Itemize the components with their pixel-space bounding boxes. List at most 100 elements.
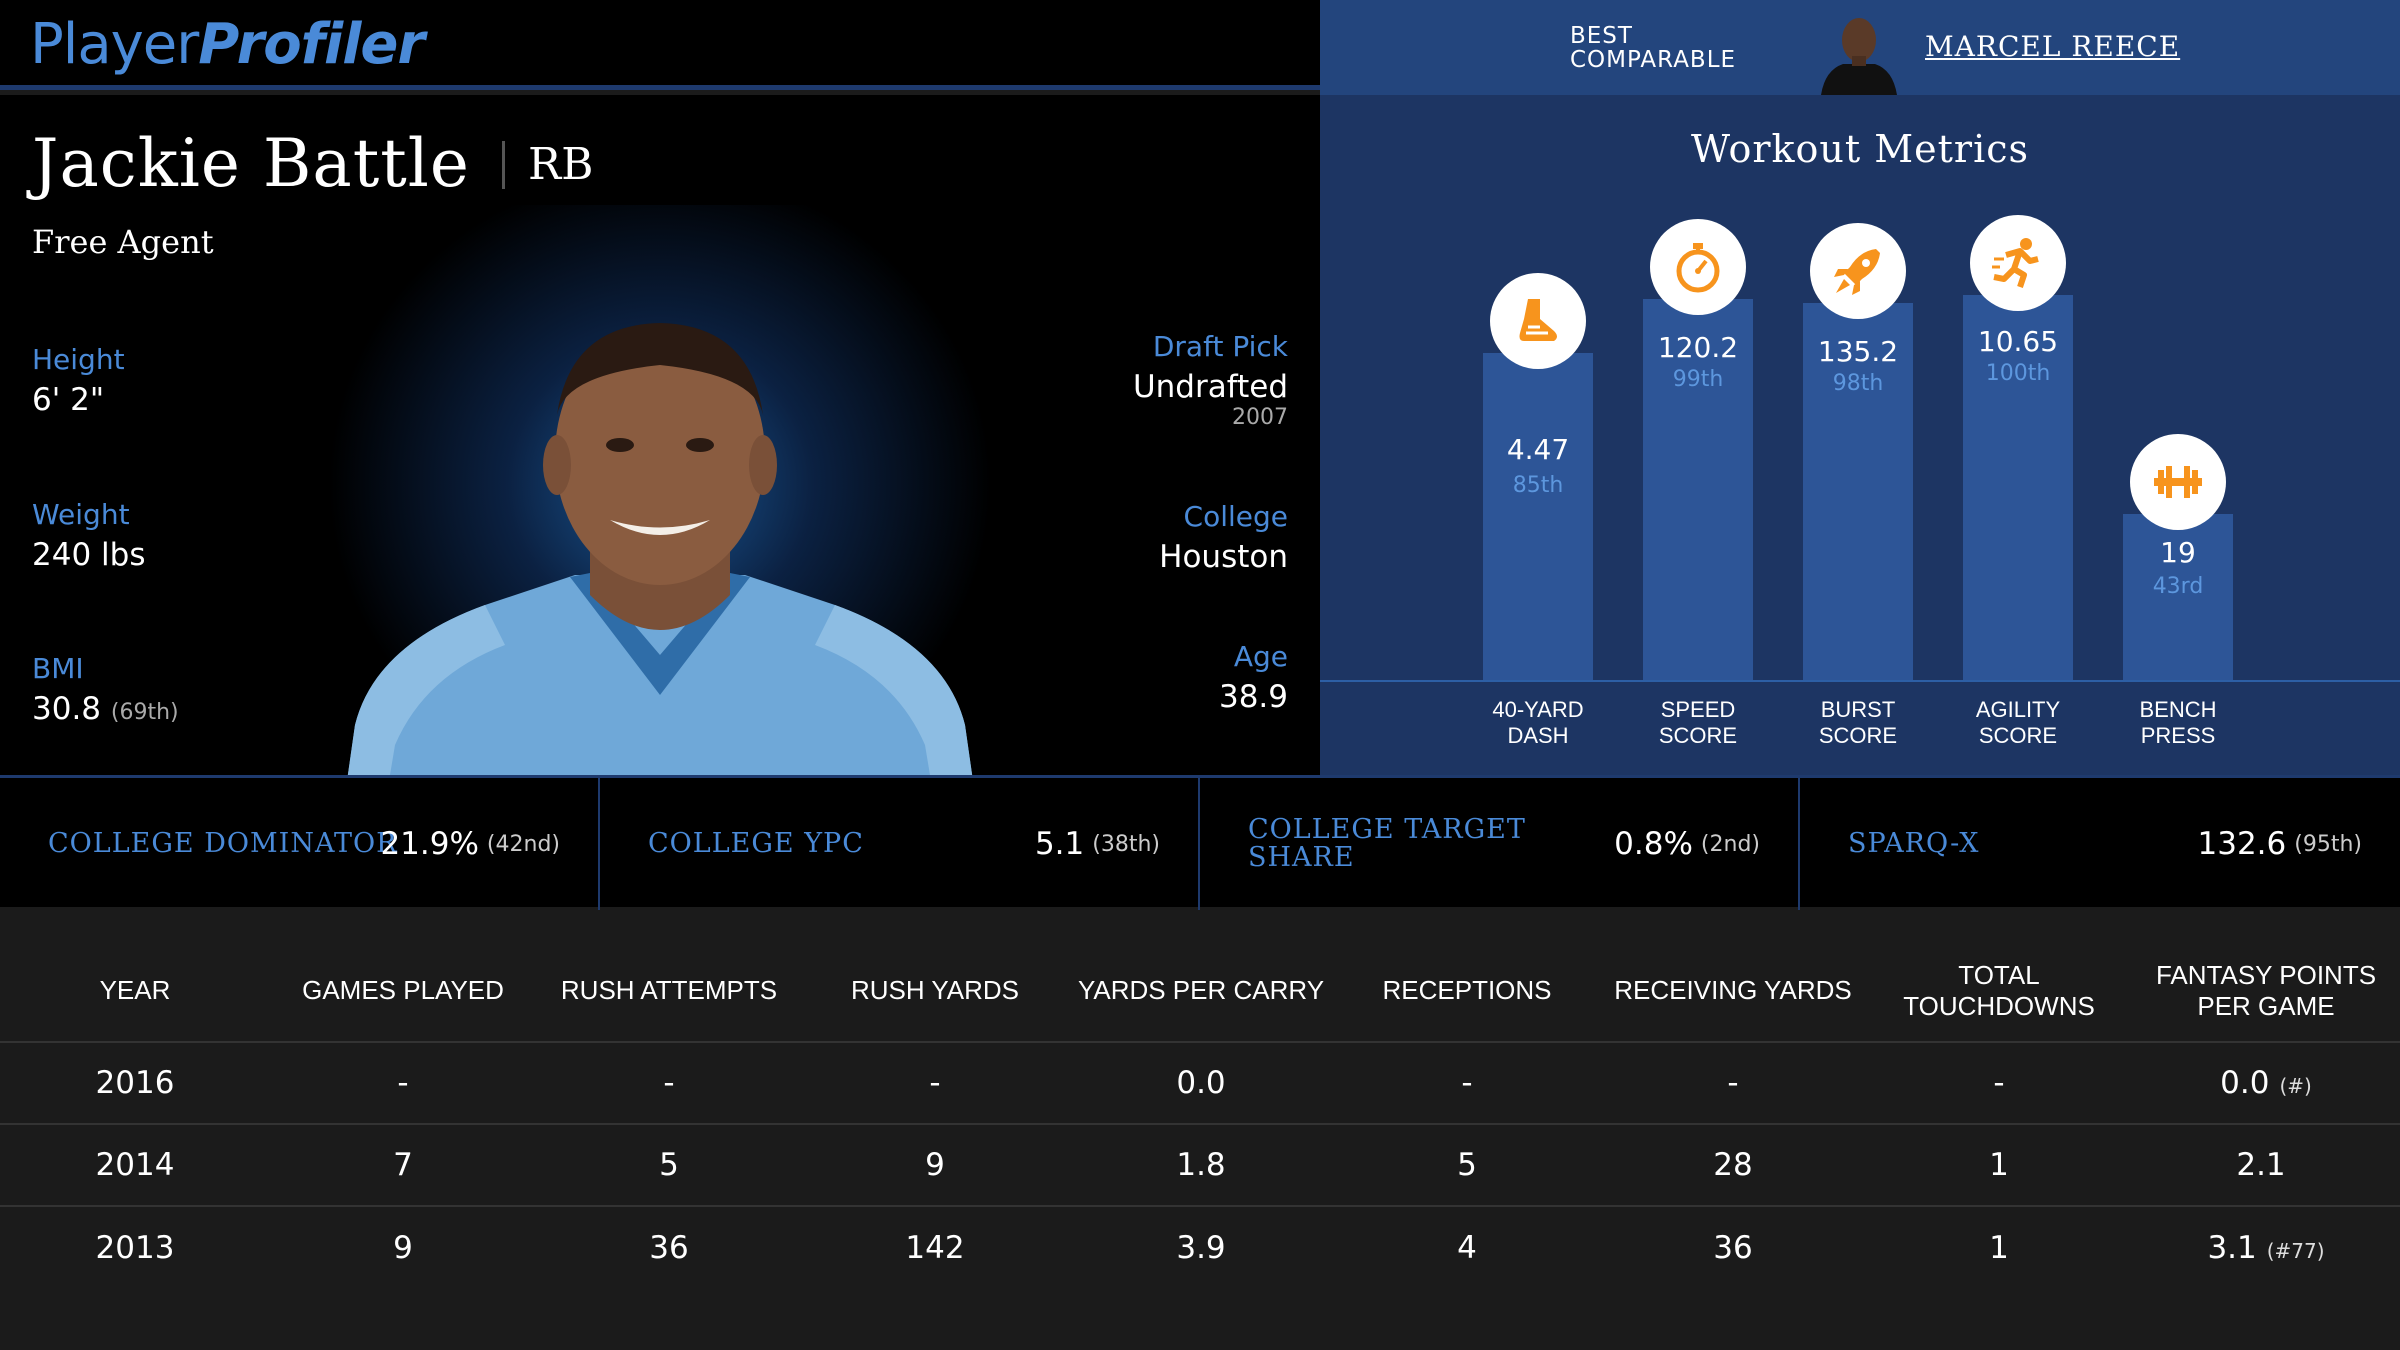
player-panel: Jackie Battle RB Free Agent Height 6' 2"… xyxy=(0,95,1320,775)
metric-percentile: 99th xyxy=(1672,367,1724,392)
column-header-games-played[interactable]: GAMES PLAYED xyxy=(270,940,536,1043)
metric-value: 135.2 xyxy=(1817,335,1899,368)
workout-metrics-panel: Workout Metrics 4.47 85th 40-YARD DASH 1… xyxy=(1320,95,2400,775)
metric-bar-burst-score[interactable]: 135.2 98th xyxy=(1803,303,1913,680)
metric-percentile: 43rd xyxy=(2152,574,2204,599)
card-rank: (95th) xyxy=(2294,831,2362,857)
metric-bar-bench-press[interactable]: 19 43rd xyxy=(2123,514,2233,680)
column-header-year[interactable]: YEAR xyxy=(0,940,270,1043)
table-cell: - xyxy=(1600,1042,1866,1125)
card-value: 0.8% xyxy=(1614,826,1693,862)
metric-label-40-yard-dash: 40-YARD DASH xyxy=(1492,697,1584,748)
column-header-rush-yards[interactable]: RUSH YARDS xyxy=(802,940,1068,1043)
table-cell: 3.9 xyxy=(1176,1229,1226,1266)
comparable-avatar[interactable] xyxy=(1813,4,1905,95)
table-cell: - xyxy=(536,1042,802,1125)
card-sparq-x: SPARQ-x 132.6 (95th) xyxy=(1800,778,2400,910)
logo-text-player: Player xyxy=(30,12,199,77)
runner-icon xyxy=(1970,215,2066,311)
card-college-dominator: COLLEGE DOMINATOR 21.9% (42nd) xyxy=(0,778,600,910)
card-label[interactable]: COLLEGE TARGET SHARE xyxy=(1248,814,1526,873)
table-cell-fantasy: 0.0 (#) xyxy=(2132,1042,2400,1125)
table-cell: 5 xyxy=(536,1124,802,1207)
site-logo[interactable]: PlayerProfiler xyxy=(30,10,425,80)
table-cell: - xyxy=(1866,1042,2132,1125)
table-cell: 2014 xyxy=(0,1124,270,1207)
workout-metrics-title: Workout Metrics xyxy=(1690,127,2030,171)
table-cell: 1 xyxy=(1989,1229,2009,1266)
column-header-receptions[interactable]: RECEPTIONS xyxy=(1334,940,1600,1043)
metric-percentile: 100th xyxy=(1985,361,2051,386)
age-value: 38.9 xyxy=(1218,679,1288,715)
player-name: Jackie Battle xyxy=(32,125,470,202)
college-value: Houston xyxy=(1159,539,1288,575)
card-college-target-share: COLLEGE TARGET SHARE 0.8% (2nd) xyxy=(1200,778,1800,910)
table-cell: 9 xyxy=(393,1229,413,1266)
metrics-baseline xyxy=(1320,680,2400,682)
bmi-attribute: BMI 30.8 (69th) xyxy=(32,652,179,727)
fantasy-points-value: 0.0 xyxy=(2220,1065,2270,1101)
column-header-rush-attempts[interactable]: RUSH ATTEMPTS xyxy=(536,940,802,1043)
metric-value: 4.47 xyxy=(1506,433,1570,466)
table-header-row: YEAR GAMES PLAYED RUSH ATTEMPTS RUSH YAR… xyxy=(0,940,2400,1043)
bmi-value: 30.8 xyxy=(32,691,102,727)
metric-value: 19 xyxy=(2160,536,2196,569)
height-attribute: Height 6' 2" xyxy=(32,343,125,418)
bmi-rank: (69th) xyxy=(110,700,179,725)
metric-bar-agility-score[interactable]: 10.65 100th xyxy=(1963,295,2073,680)
card-rank: (38th) xyxy=(1092,831,1160,857)
comparable-player-link[interactable]: MARCEL REECE xyxy=(1925,30,2181,63)
column-header-fantasy-points-per-game[interactable]: FANTASY POINTS PER GAME xyxy=(2132,940,2400,1043)
draft-attribute: Draft Pick Undrafted 2007 xyxy=(1133,330,1288,430)
card-rank: (2nd) xyxy=(1700,831,1760,857)
metric-bar-speed-score[interactable]: 120.2 99th xyxy=(1643,299,1753,680)
table-cell: 28 xyxy=(1600,1124,1866,1207)
best-comparable-label: BEST COMPARABLE xyxy=(1570,23,1737,73)
card-label[interactable]: SPARQ-x xyxy=(1848,828,1980,859)
draft-year: 2007 xyxy=(1232,405,1288,430)
age-label: Age xyxy=(1233,640,1288,673)
table-cell: 7 xyxy=(270,1124,536,1207)
column-header-receiving-yards[interactable]: RECEIVING YARDS xyxy=(1600,940,1866,1043)
metric-value: 120.2 xyxy=(1657,331,1739,364)
metric-percentile: 85th xyxy=(1512,473,1564,498)
card-college-ypc: COLLEGE YPC 5.1 (38th) xyxy=(600,778,1200,910)
age-attribute: Age 38.9 xyxy=(1219,640,1288,715)
metric-label-burst-score: BURST SCORE xyxy=(1818,697,1898,748)
player-position: RB xyxy=(528,139,594,190)
column-header-total-touchdowns[interactable]: TOTAL TOUCHDOWNS xyxy=(1866,940,2132,1043)
card-label[interactable]: COLLEGE DOMINATOR xyxy=(48,828,398,859)
table-cell: 36 xyxy=(1713,1229,1753,1266)
name-divider xyxy=(502,141,505,189)
table-cell: 2013 xyxy=(95,1229,175,1266)
table-cell-fantasy: 2.1 xyxy=(2132,1124,2400,1207)
height-label: Height xyxy=(32,343,125,376)
weight-attribute: Weight 240 lbs xyxy=(32,498,145,573)
stopwatch-icon xyxy=(1650,219,1746,315)
table-cell: 142 xyxy=(905,1229,965,1266)
barbell-icon xyxy=(2130,434,2226,530)
metric-value: 10.65 xyxy=(1977,325,2059,358)
table-cell: 5 xyxy=(1334,1124,1600,1207)
best-comparable-bar: BEST COMPARABLE MARCEL REECE xyxy=(1320,0,2400,95)
table-cell: 1 xyxy=(1866,1124,2132,1207)
player-team: Free Agent xyxy=(32,223,214,261)
column-header-yards-per-carry[interactable]: YARDS PER CARRY xyxy=(1068,940,1334,1043)
shoe-icon xyxy=(1490,273,1586,369)
card-label[interactable]: COLLEGE YPC xyxy=(648,828,864,859)
table-cell: 1.8 xyxy=(1068,1124,1334,1207)
metric-label-agility-score: AGILITY SCORE xyxy=(1975,697,2061,748)
table-row: 2013 9 36 142 3.9 4 36 1 3.1 (#77) xyxy=(0,1206,2400,1288)
draft-value: Undrafted xyxy=(1132,369,1288,405)
table-cell: 0.0 xyxy=(1068,1042,1334,1125)
table-row: 2016 - - - 0.0 - - - 0.0 (#) xyxy=(0,1042,2400,1125)
fantasy-rank: (#77) xyxy=(2266,1238,2325,1263)
logo-text-profiler: Profiler xyxy=(198,12,425,77)
fantasy-points-value: 3.1 xyxy=(2207,1229,2257,1266)
season-stats-section: YEAR GAMES PLAYED RUSH ATTEMPTS RUSH YAR… xyxy=(0,910,2400,1350)
table-cell: - xyxy=(270,1042,536,1125)
fantasy-rank: (#) xyxy=(2279,1074,2312,1098)
card-rank: (42nd) xyxy=(486,831,560,857)
table-cell: 2016 xyxy=(0,1042,270,1125)
metric-bar-40-yard-dash[interactable]: 4.47 85th xyxy=(1483,353,1593,680)
